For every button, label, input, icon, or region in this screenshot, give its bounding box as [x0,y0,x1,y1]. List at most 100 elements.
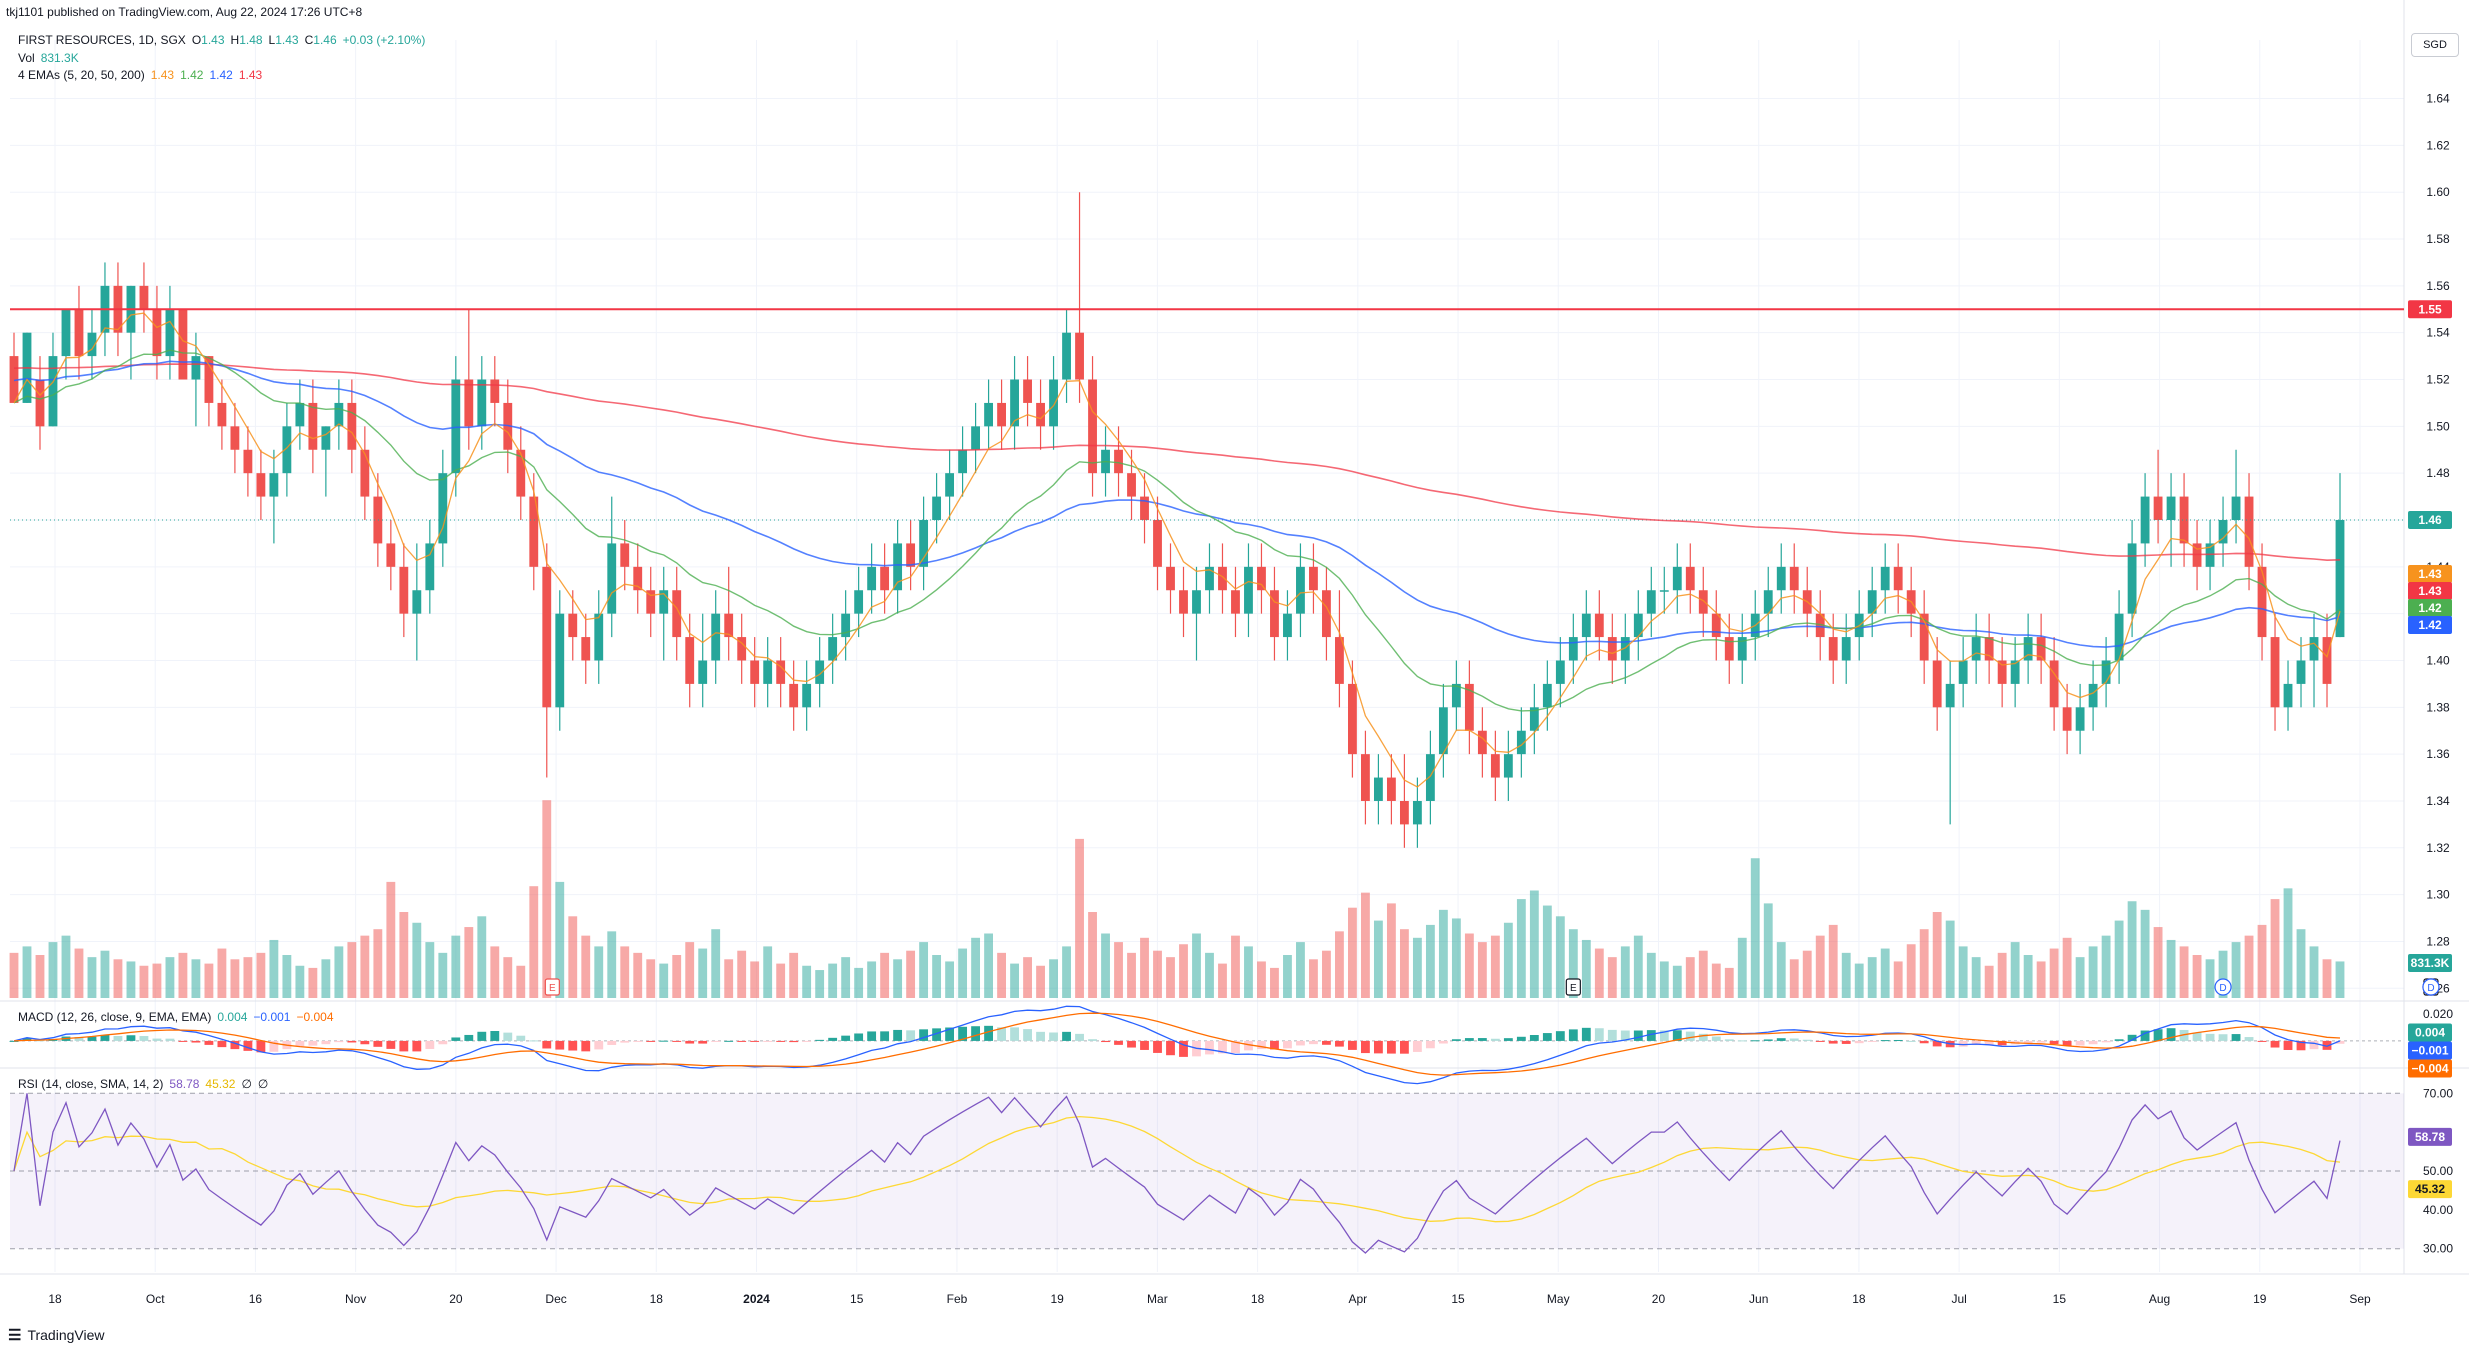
macd-histogram-bar [802,1040,812,1042]
macd-histogram-bar [1270,1040,1279,1050]
macd-histogram-bar [1672,1030,1682,1041]
volume-bar [2153,927,2163,998]
candle-body [2257,566,2267,638]
volume-bar [1607,957,1617,998]
volume-bar [1659,961,1669,998]
macd-histogram-bar [2309,1040,2319,1050]
volume-bar [516,965,526,998]
volume-bar [308,967,318,998]
volume-bar [763,946,773,998]
candle-body [1205,566,1214,591]
macd-histogram-bar [1088,1039,1097,1041]
time-tick-label: 18 [1852,1292,1866,1306]
volume-bar [2231,942,2241,998]
macd-histogram-bar [321,1040,331,1045]
earnings-marker-icon[interactable] [1565,978,1581,996]
volume-bar [1828,924,1838,998]
macd-hist-badge: 0.004 [2415,1026,2445,1040]
candle-body [2023,637,2033,661]
candle-body [1698,590,1708,614]
candle-body [516,449,526,497]
candle-body [932,496,942,520]
macd-histogram-bar [256,1040,266,1053]
dividend-marker-icon[interactable] [2214,978,2232,996]
volume-bar [1594,948,1604,998]
last-price-badge-bg [2408,511,2452,529]
volume-bar [438,952,448,998]
time-tick-label: 18 [650,1292,664,1306]
volume-bar [373,929,383,998]
candle-body [1373,777,1383,801]
volume-bar [1581,939,1591,998]
candle-body [568,613,578,638]
volume-bar [1542,905,1552,998]
time-tick-label: Jun [1749,1292,1768,1306]
candle-body [997,402,1006,427]
volume-bar [1205,952,1214,998]
volume-bar [1101,933,1110,998]
volume-bar [1179,944,1188,998]
rsi-legend[interactable]: RSI (14, close, SMA, 14, 2) 58.78 45.32 ∅ ∅ [18,1077,274,1091]
candle-body [2244,496,2254,567]
volume-bar [620,946,630,998]
macd-label: MACD (12, 26, close, 9, EMA, EMA) [18,1010,212,1024]
high-label: H [230,33,240,47]
macd-histogram-bar [594,1040,604,1050]
rsi-badge: 58.78 [2415,1130,2445,1144]
macd-histogram-bar [1373,1040,1383,1054]
time-tick-label: Mar [1147,1292,1168,1306]
volume-bar [464,927,474,998]
price-tick-label: 1.48 [2426,466,2450,480]
macd-histogram-bar [867,1031,877,1041]
currency-selector[interactable]: SGD [2411,33,2459,57]
candle-body [672,590,682,638]
rsi-badge-bg [2408,1127,2452,1146]
close-label: C [304,33,314,47]
volume-bar [646,959,656,998]
macd-histogram-bar [1516,1036,1526,1041]
macd-line-badge-bg [2408,1041,2452,1060]
volume-bar [386,881,396,998]
candle-body [1789,566,1799,591]
volume-bar [1257,961,1266,998]
rsi-label: RSI (14, close, SMA, 14, 2) [18,1077,164,1091]
volume-badge-bg [2408,954,2452,972]
volume-bar [2075,957,2085,998]
ema50-badge: 1.42 [2418,618,2442,632]
candle-body [399,566,409,614]
candle-body [165,309,175,357]
macd-legend[interactable]: MACD (12, 26, close, 9, EMA, EMA) 0.004 −0… [18,1010,340,1024]
time-tick-label: 20 [449,1292,463,1306]
candle-body [295,402,305,427]
candle-body [1192,590,1201,614]
ema200-badge: 1.43 [2418,584,2442,598]
volume-bar [1296,942,1305,998]
rsi-ma-badge: 45.32 [2415,1182,2445,1196]
macd-histogram-bar [1607,1029,1617,1041]
volume-legend[interactable]: Vol 831.3K [18,51,85,65]
volume-bar [490,946,500,998]
candle-body [1542,683,1552,708]
macd-histogram-bar [672,1040,682,1042]
candle-body [2036,637,2046,661]
symbol-name[interactable]: FIRST RESOURCES, 1D, SGX [18,33,186,47]
candle-body [815,660,825,684]
candle-body [1386,777,1396,801]
candle-body [1815,613,1825,638]
time-tick-label: 15 [850,1292,864,1306]
resistance-badge: 1.55 [2418,302,2442,316]
macd-histogram-bar [113,1036,123,1041]
volume-bar [204,963,214,998]
candle-body [2283,683,2293,708]
candle-body [607,543,617,614]
grid-lines [0,0,2469,1275]
ema-legend[interactable]: 4 EMAs (5, 20, 50, 200) 1.43 1.42 1.42 1.43 [18,68,268,82]
candlesticks [9,192,2345,848]
earnings-marker-icon[interactable] [544,978,560,996]
macd-histogram-bar [2244,1037,2254,1041]
macd-histogram-bar [1867,1040,1877,1042]
volume-bar [334,946,344,998]
volume-bar [1088,912,1097,998]
dividend-marker-icon[interactable] [2422,978,2440,996]
